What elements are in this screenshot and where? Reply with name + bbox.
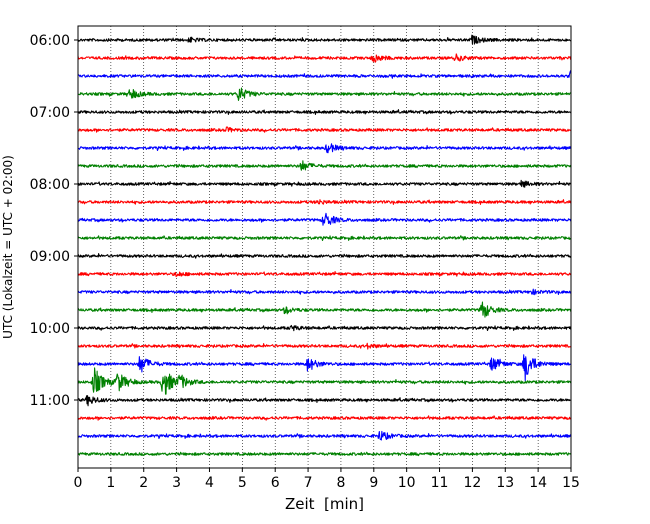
x-tick-label: 13: [496, 475, 514, 491]
x-tick-label: 5: [238, 475, 247, 491]
x-axis: 0 1 2 3 4 5 6 7 8 9 10 11 12 13 14 15: [74, 468, 580, 491]
trace-line-0915: [77, 271, 572, 278]
trace-line-0830: [77, 212, 572, 226]
trace-line-1100: [77, 395, 572, 407]
x-tick-label: 15: [562, 475, 580, 491]
trace-line-0630: [77, 70, 572, 79]
trace-line-1045: [77, 367, 572, 395]
trace-line-0615: [77, 53, 572, 63]
trace-line-0900: [77, 253, 572, 259]
x-tick-label: 8: [336, 475, 345, 491]
trace-line-0700: [77, 109, 572, 115]
trace-line-0845: [77, 235, 572, 241]
trace-line-0815: [77, 199, 572, 205]
x-axis-label: Zeit [min]: [285, 495, 364, 513]
trace-line-0930: [77, 288, 572, 296]
x-tick-label: 4: [205, 475, 214, 491]
trace-line-0715: [77, 126, 572, 133]
trace-line-0945: [77, 301, 572, 318]
x-tick-label: 12: [463, 475, 481, 491]
trace-layer: [77, 34, 572, 457]
x-tick-label: 9: [369, 475, 378, 491]
trace-line-1000: [77, 324, 572, 332]
y-tick-label: 09:00: [30, 249, 70, 265]
plot-frame: [77, 25, 572, 469]
y-axis-label: UTC (Lokalzeit = UTC + 02:00): [1, 155, 15, 339]
x-tick-label: 14: [529, 475, 547, 491]
trace-line-1030: [77, 354, 572, 382]
y-axis: 06:00 07:00 08:00 09:00 10:00 11:00: [30, 33, 78, 409]
x-tick-label: 6: [271, 475, 280, 491]
trace-line-1015: [77, 342, 572, 350]
trace-line-0600: [77, 34, 572, 45]
x-tick-label: 1: [106, 475, 115, 491]
x-tick-label: 3: [172, 475, 181, 491]
trace-line-1115: [77, 415, 572, 421]
y-tick-label: 06:00: [30, 33, 70, 49]
trace-line-1130: [77, 430, 572, 441]
trace-line-0645: [77, 87, 572, 101]
y-tick-label: 10:00: [30, 321, 70, 337]
x-tick-label: 2: [139, 475, 148, 491]
y-tick-label: 11:00: [30, 393, 70, 409]
plot-background: [78, 26, 571, 468]
trace-line-0745: [77, 160, 572, 171]
trace-line-1145: [77, 451, 572, 457]
y-tick-label: 07:00: [30, 105, 70, 121]
y-tick-label: 08:00: [30, 177, 70, 193]
x-tick-label: 11: [431, 475, 449, 491]
x-tick-label: 10: [398, 475, 416, 491]
x-tick-label: 0: [74, 475, 83, 491]
trace-line-0730: [77, 143, 572, 154]
x-tick-label: 7: [304, 475, 313, 491]
trace-line-0800: [77, 179, 572, 188]
